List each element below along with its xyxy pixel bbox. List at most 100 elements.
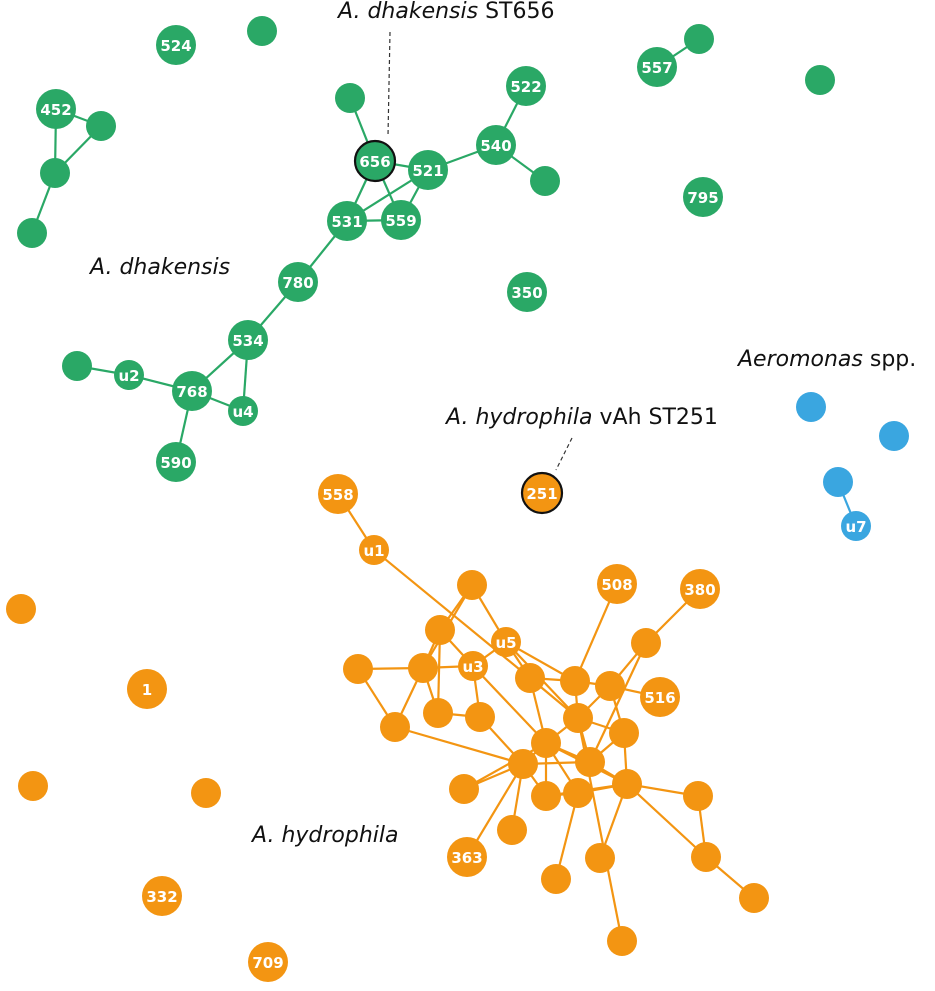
node <box>248 942 288 982</box>
nodes: 524 452 656 521 522 540 559 531 795 780 350 534 u2 76… <box>6 16 909 982</box>
node-label: 508 <box>601 576 632 594</box>
node <box>425 615 455 645</box>
group-label: Aeromonas spp. <box>736 347 916 372</box>
group-label-species: Aeromonas <box>736 347 863 372</box>
node-label: 768 <box>176 383 207 401</box>
node <box>491 627 521 657</box>
node <box>156 25 196 65</box>
node <box>640 677 680 717</box>
node <box>507 272 547 312</box>
node <box>683 177 723 217</box>
node <box>531 728 561 758</box>
node-label: 522 <box>510 78 541 96</box>
node <box>609 718 639 748</box>
node <box>563 778 593 808</box>
annotation-species: A. dhakensis <box>336 0 478 24</box>
node <box>541 864 571 894</box>
node <box>595 671 625 701</box>
node <box>343 654 373 684</box>
node <box>560 666 590 696</box>
edge <box>394 725 524 766</box>
node-label: 540 <box>480 137 511 155</box>
node <box>520 471 564 515</box>
node <box>423 698 453 728</box>
node <box>607 926 637 956</box>
node <box>680 569 720 609</box>
node <box>408 150 448 190</box>
node <box>515 663 545 693</box>
node <box>506 66 546 106</box>
node <box>597 564 637 604</box>
node-label: 251 <box>526 485 557 503</box>
node <box>353 139 397 183</box>
node <box>823 467 853 497</box>
node <box>575 747 605 777</box>
node-label: 380 <box>684 581 715 599</box>
node <box>247 16 277 46</box>
edge <box>463 742 547 790</box>
node-label: 534 <box>232 332 263 350</box>
node-label: 656 <box>359 153 390 171</box>
node <box>841 511 871 541</box>
node <box>531 781 561 811</box>
group-label-suffix: spp. <box>870 347 916 372</box>
node-label: u3 <box>462 658 483 676</box>
node <box>457 570 487 600</box>
leader-line <box>387 31 391 137</box>
node-label: 452 <box>40 101 71 119</box>
annotation: A. dhakensis ST656 <box>336 0 555 24</box>
node <box>585 843 615 873</box>
node <box>318 474 358 514</box>
edge <box>626 783 707 858</box>
node-label: u2 <box>118 367 139 385</box>
node-label: 524 <box>160 37 191 55</box>
node <box>18 771 48 801</box>
node-label: 558 <box>322 486 353 504</box>
node <box>497 815 527 845</box>
node <box>359 535 389 565</box>
node-label: u1 <box>363 542 384 560</box>
node-label: 590 <box>160 454 191 472</box>
node <box>739 883 769 913</box>
annotation-species: A. hydrophila <box>444 405 593 430</box>
node-label: u5 <box>495 634 516 652</box>
node <box>114 360 144 390</box>
node-label: 1 <box>142 681 152 699</box>
node-label: u4 <box>232 403 253 421</box>
node <box>408 653 438 683</box>
group-label: A. hydrophila <box>250 823 399 848</box>
node-label: 332 <box>146 888 177 906</box>
node <box>191 778 221 808</box>
node <box>684 24 714 54</box>
node <box>380 712 410 742</box>
annotation-strain: ST656 <box>485 0 554 24</box>
node <box>17 218 47 248</box>
annotation: A. hydrophila vAh ST251 <box>444 405 718 430</box>
node <box>508 749 538 779</box>
node <box>447 837 487 877</box>
node-label: 363 <box>451 849 482 867</box>
node <box>631 628 661 658</box>
node <box>563 703 593 733</box>
node-label: 531 <box>331 213 362 231</box>
node-label: u7 <box>845 518 866 536</box>
node <box>449 774 479 804</box>
annotation-strain: vAh ST251 <box>600 405 718 430</box>
edge <box>472 665 547 744</box>
node <box>156 442 196 482</box>
node <box>458 651 488 681</box>
node <box>327 201 367 241</box>
node <box>62 351 92 381</box>
node <box>805 65 835 95</box>
node-label: 795 <box>687 189 718 207</box>
node <box>879 421 909 451</box>
node <box>172 371 212 411</box>
node <box>683 781 713 811</box>
node <box>228 396 258 426</box>
node <box>142 876 182 916</box>
node <box>335 83 365 113</box>
node <box>691 842 721 872</box>
node-label: 516 <box>644 689 675 707</box>
edge <box>589 642 647 763</box>
